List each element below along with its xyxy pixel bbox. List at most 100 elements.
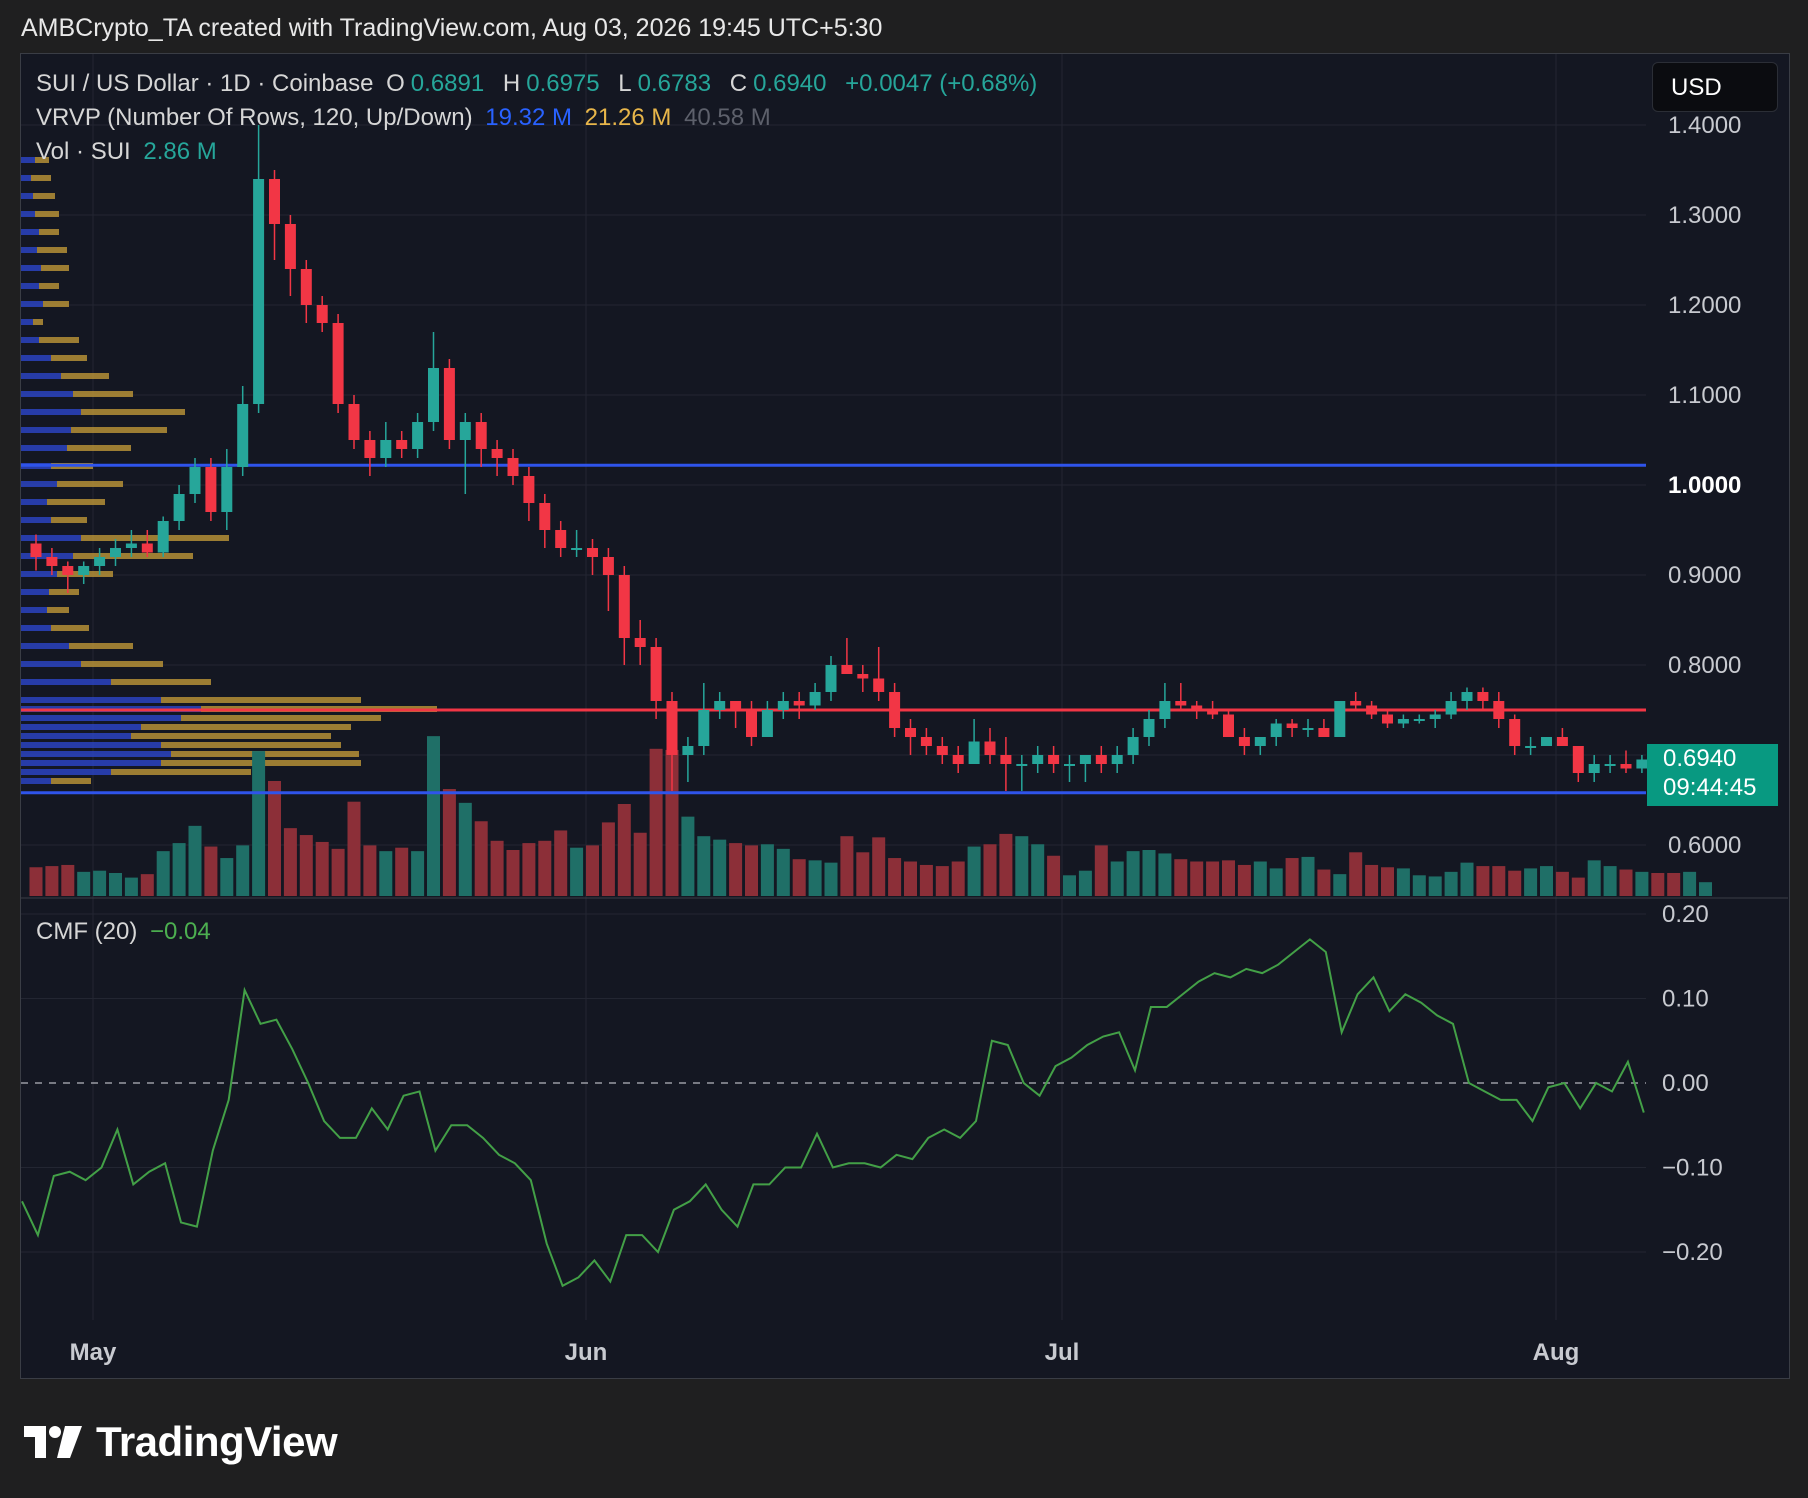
candle-body: [1159, 701, 1171, 719]
tradingview-logo: TradingView: [24, 1418, 338, 1466]
volume-bar: [1110, 861, 1124, 896]
volume-profile-up-bar: [21, 643, 69, 649]
volume-bar: [204, 846, 218, 896]
volume-bar: [554, 830, 568, 896]
volume-profile-down-bar: [41, 265, 69, 271]
candle-body: [587, 548, 598, 557]
volume-profile-up-bar: [21, 301, 43, 307]
candle-body: [396, 440, 408, 449]
last-price: 0.6940: [1663, 745, 1737, 772]
candle-body: [141, 543, 153, 553]
candle-body: [761, 710, 773, 737]
volume-profile-down-bar: [33, 319, 43, 325]
volume-bar: [1444, 871, 1458, 896]
candle-body: [1525, 746, 1537, 748]
candle-body: [793, 701, 805, 706]
volume-bar: [1015, 836, 1029, 896]
cmf-axis-label: 0.10: [1662, 986, 1709, 1013]
cmf-axis-label: −0.10: [1662, 1155, 1723, 1182]
candle-body: [682, 746, 694, 755]
volume-bar: [109, 873, 122, 896]
volume-profile-down-bar: [47, 607, 69, 613]
candle-body: [1238, 737, 1250, 746]
volume-bar: [1285, 858, 1299, 896]
vrvp-legend: VRVP (Number Of Rows, 120, Up/Down) 19.3…: [36, 104, 777, 132]
time-axis-label: Jun: [565, 1339, 608, 1366]
volume-profile-down-bar: [61, 373, 109, 379]
volume-bar: [93, 870, 107, 896]
volume-profile-up-bar: [21, 337, 39, 343]
candle-body: [205, 467, 217, 512]
volume-bar: [1206, 861, 1220, 896]
volume-profile-down-bar: [47, 499, 105, 505]
candle-body: [1143, 719, 1155, 737]
volume-bar: [1412, 875, 1426, 896]
candle-body: [968, 741, 980, 764]
price-axis-label: 1.0000: [1668, 472, 1741, 499]
candle-body: [94, 557, 106, 566]
candle-body: [332, 323, 344, 404]
candle-body: [1493, 701, 1505, 719]
candle-body: [1270, 723, 1282, 737]
currency-button[interactable]: USD: [1652, 62, 1778, 112]
candle-body: [380, 440, 392, 458]
volume-bar: [395, 847, 409, 896]
candle-body: [253, 179, 265, 404]
cmf-axis-label: −0.20: [1662, 1239, 1723, 1266]
volume-bar: [1142, 850, 1156, 896]
volume-bar: [268, 781, 281, 896]
volume-bar: [1396, 868, 1410, 896]
volume-profile-down-bar: [51, 355, 87, 361]
volume-profile-down-bar: [49, 589, 79, 595]
volume-label: Vol · SUI: [36, 138, 131, 165]
price-axis-label: 0.6000: [1668, 832, 1741, 859]
volume-bar: [1333, 874, 1347, 896]
volume-profile-down-bar: [73, 391, 133, 397]
candle-body: [777, 701, 789, 710]
symbol-name: SUI / US Dollar · 1D · Coinbase: [36, 70, 374, 97]
volume-bar: [1635, 871, 1649, 896]
vrvp-label: VRVP (Number Of Rows, 120, Up/Down): [36, 104, 473, 131]
volume-bar: [188, 825, 202, 896]
volume-profile-down-bar: [161, 742, 341, 748]
candle-body: [1032, 755, 1044, 764]
candle-body: [1397, 719, 1409, 724]
volume-bar: [458, 802, 472, 896]
volume-profile-up-bar: [21, 157, 35, 163]
candle-body: [698, 710, 710, 746]
volume-bar: [283, 828, 297, 896]
candle-body: [412, 422, 424, 449]
candle-body: [459, 422, 471, 440]
volume-profile-up-bar: [21, 193, 33, 199]
volume-bar: [1571, 877, 1585, 896]
volume-bar: [919, 864, 933, 896]
volume-bar: [697, 836, 711, 896]
volume-bar: [411, 851, 425, 896]
candle-body: [1477, 692, 1489, 701]
volume-profile-down-bar: [57, 481, 123, 487]
time-axis-label: May: [70, 1339, 117, 1366]
candle-body: [714, 701, 726, 710]
volume-bar: [633, 832, 647, 896]
chart-attribution: AMBCrypto_TA created with TradingView.co…: [21, 14, 883, 42]
cmf-label: CMF (20): [36, 918, 138, 945]
volume-bar: [442, 789, 456, 896]
vrvp-total: 40.58 M: [684, 104, 771, 131]
volume-bar: [1619, 869, 1633, 896]
candle-body: [1620, 764, 1632, 769]
volume-bar: [1508, 870, 1522, 896]
volume-bar: [760, 844, 774, 896]
vrvp-down: 21.26 M: [584, 104, 672, 131]
volume-bar: [872, 837, 886, 896]
candle-body: [475, 422, 487, 449]
candle-body: [1588, 764, 1600, 773]
volume-profile-down-bar: [35, 211, 59, 217]
volume-bar: [1301, 856, 1315, 896]
time-axis-label: Jul: [1045, 1339, 1080, 1366]
volume-bar: [1603, 866, 1617, 896]
volume-bar: [363, 845, 377, 896]
volume-bar: [1555, 871, 1569, 896]
volume-bar: [967, 846, 981, 896]
price-axis-label: 1.4000: [1668, 112, 1741, 139]
